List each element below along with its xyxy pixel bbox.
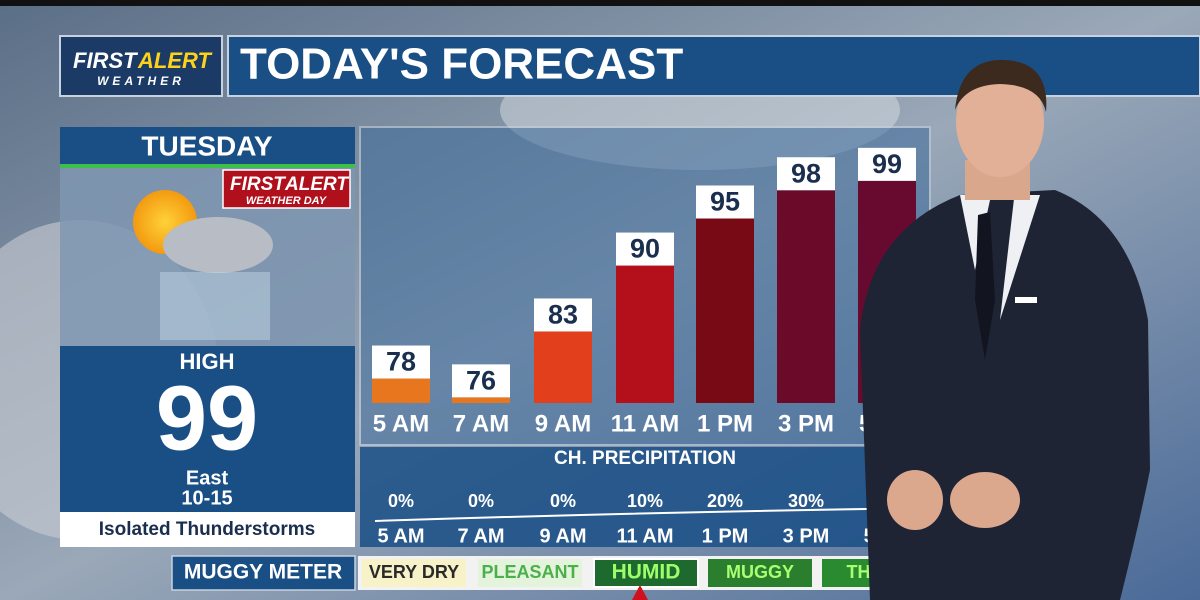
temp-label-box <box>372 345 430 379</box>
temp-label-box <box>777 157 835 191</box>
muggy-level-box <box>362 559 466 587</box>
condition: Isolated Thunderstorms <box>99 519 315 540</box>
temp-label-box <box>616 232 674 266</box>
muggy-level-box <box>708 559 812 587</box>
high-panel <box>60 346 355 512</box>
day-banner-line <box>60 164 355 168</box>
day: TUESDAY <box>141 130 273 161</box>
muggy-level: PLEASANT <box>481 562 578 582</box>
time-label: 1 PM <box>697 410 753 437</box>
precip-time: 11 AM <box>616 525 673 547</box>
precip-value: 0% <box>468 491 494 511</box>
precip-line <box>374 507 931 522</box>
temp-label: 78 <box>386 347 416 377</box>
logo-first: FIRST <box>73 48 138 73</box>
muggy-levels: VERY DRYPLEASANTHUMIDMUGGYTHICK <box>362 558 926 588</box>
temp-bar <box>534 331 592 403</box>
precip-value: 0% <box>550 491 576 511</box>
time-label: 11 AM <box>611 410 679 437</box>
precip-value: 10% <box>627 491 663 511</box>
precip-value: 30% <box>788 491 824 511</box>
precip-time: 5 AM <box>377 525 424 547</box>
precip-title: CH. PRECIPITATION <box>554 448 736 469</box>
high-label: HIGH <box>180 349 235 374</box>
alert-badge <box>222 169 351 209</box>
temp-label: 95 <box>710 187 740 217</box>
precip-panel <box>360 447 930 547</box>
precip-time: 9 AM <box>539 525 586 547</box>
logo-box <box>59 35 223 97</box>
temp-label: 90 <box>630 234 660 264</box>
temp-label-box <box>696 185 754 219</box>
logo-alert: ALERT <box>137 48 212 73</box>
wind-dir: East <box>186 467 229 489</box>
muggy-pointer <box>632 585 648 600</box>
temp-label-box <box>534 298 592 332</box>
precip-time: 1 PM <box>702 525 749 547</box>
day-banner <box>60 127 355 167</box>
muggy-level: HUMID <box>612 561 681 584</box>
temp-bar <box>696 218 754 403</box>
precip-value: 20% <box>707 491 743 511</box>
time-label: 5 AM <box>373 410 429 437</box>
muggy-level-box <box>593 558 699 588</box>
precip-time: 7 AM <box>457 525 504 547</box>
muggy-title: MUGGY METER <box>184 561 342 584</box>
temp-label-box <box>452 364 510 398</box>
rain-icon <box>160 272 270 340</box>
time-label: 3 PM <box>778 410 834 437</box>
muggy-level: MUGGY <box>726 562 794 582</box>
badge-first: FIRST <box>230 174 286 195</box>
wind-speed: 10-15 <box>181 487 232 509</box>
muggy-level-box <box>478 559 582 587</box>
muggy-title-box <box>171 555 356 591</box>
temp-bar <box>616 265 674 403</box>
precip-value: 0% <box>388 491 414 511</box>
muggy-level: VERY DRY <box>369 562 459 582</box>
temp-bar <box>452 397 510 403</box>
temp-label: 98 <box>791 158 821 188</box>
temp-label: 83 <box>548 300 578 330</box>
time-label: 7 AM <box>453 410 509 437</box>
temp-label: 76 <box>466 365 496 395</box>
top-edge <box>0 0 1200 6</box>
logo-sub: WEATHER <box>97 74 185 88</box>
badge-sub: WEATHER DAY <box>246 195 328 207</box>
time-label: 9 AM <box>535 410 591 437</box>
title: TODAY'S FORECAST <box>240 40 683 89</box>
temp-bar <box>777 190 835 403</box>
condition-strip <box>60 512 355 547</box>
temp-label: 99 <box>872 149 902 179</box>
high-value: 99 <box>156 367 258 469</box>
presenter <box>860 59 1150 600</box>
temp-bar <box>372 378 430 403</box>
cloud-icon <box>163 217 273 273</box>
precip-time: 3 PM <box>783 525 830 547</box>
temp-label-box <box>858 147 916 181</box>
badge-alert: ALERT <box>284 174 349 195</box>
